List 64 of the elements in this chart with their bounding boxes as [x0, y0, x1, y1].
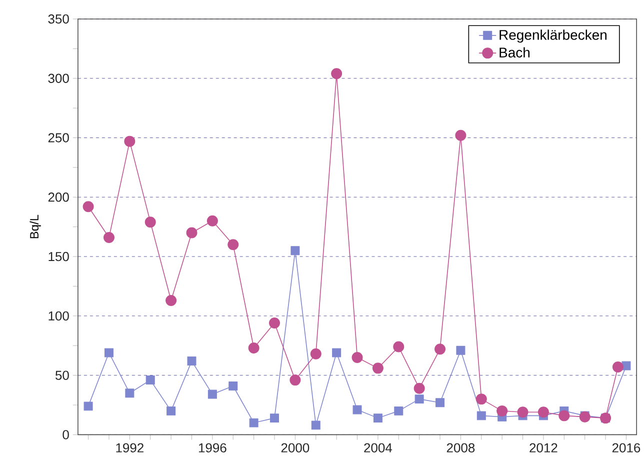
- y-tick-label: 250: [48, 133, 69, 143]
- point: [394, 406, 404, 416]
- point: [103, 232, 114, 244]
- y-tick-label: 100: [48, 311, 69, 321]
- legend-label: Bach: [500, 47, 530, 58]
- point: [558, 410, 570, 422]
- point: [579, 412, 590, 423]
- point: [166, 295, 177, 306]
- point: [146, 376, 155, 385]
- point: [248, 342, 260, 354]
- point: [228, 239, 239, 250]
- point: [414, 394, 424, 404]
- point: [310, 348, 322, 360]
- point: [517, 406, 528, 418]
- x-tick-label: 2016: [612, 443, 640, 453]
- point: [124, 136, 136, 147]
- y-axis-title: Bq/L: [30, 215, 41, 238]
- x-tick-label: 1992: [116, 443, 144, 453]
- y-tick-label: 50: [55, 370, 69, 380]
- point: [206, 216, 218, 227]
- point: [455, 130, 466, 142]
- point: [538, 406, 549, 418]
- point: [104, 348, 114, 358]
- point: [414, 383, 425, 394]
- point: [290, 374, 301, 386]
- x-tick-label: 1996: [198, 443, 226, 453]
- point: [372, 362, 384, 374]
- x-tick-label: 2012: [530, 443, 558, 453]
- point: [166, 406, 176, 416]
- point: [373, 414, 382, 423]
- point: [228, 382, 238, 391]
- legend-label: Regenklärbecken: [500, 30, 606, 43]
- point: [434, 344, 446, 355]
- y-tick-label: 200: [48, 192, 69, 202]
- point: [476, 411, 486, 420]
- point: [186, 227, 198, 238]
- y-tick-label: 350: [48, 14, 69, 24]
- point: [144, 216, 156, 228]
- point: [84, 402, 93, 411]
- y-tick-label: 300: [48, 74, 69, 84]
- x-tick-label: 2000: [281, 443, 310, 453]
- point: [290, 246, 300, 256]
- x-tick-label: 2008: [446, 443, 475, 453]
- point: [82, 201, 94, 212]
- point: [331, 68, 342, 80]
- point: [456, 346, 466, 356]
- point: [393, 341, 404, 352]
- y-tick-label: 0: [62, 430, 69, 440]
- point: [269, 318, 280, 329]
- point: [249, 418, 258, 428]
- point: [311, 420, 320, 430]
- point: [208, 390, 217, 399]
- x-tick-label: 2004: [364, 443, 392, 453]
- point: [496, 406, 508, 417]
- point: [352, 352, 363, 364]
- point: [436, 398, 445, 408]
- point: [332, 348, 342, 358]
- point: [125, 388, 134, 398]
- point: [612, 362, 624, 373]
- point: [187, 356, 196, 366]
- point: [270, 414, 279, 423]
- point: [476, 394, 487, 405]
- y-tick-label: 150: [48, 252, 69, 262]
- point: [352, 405, 362, 414]
